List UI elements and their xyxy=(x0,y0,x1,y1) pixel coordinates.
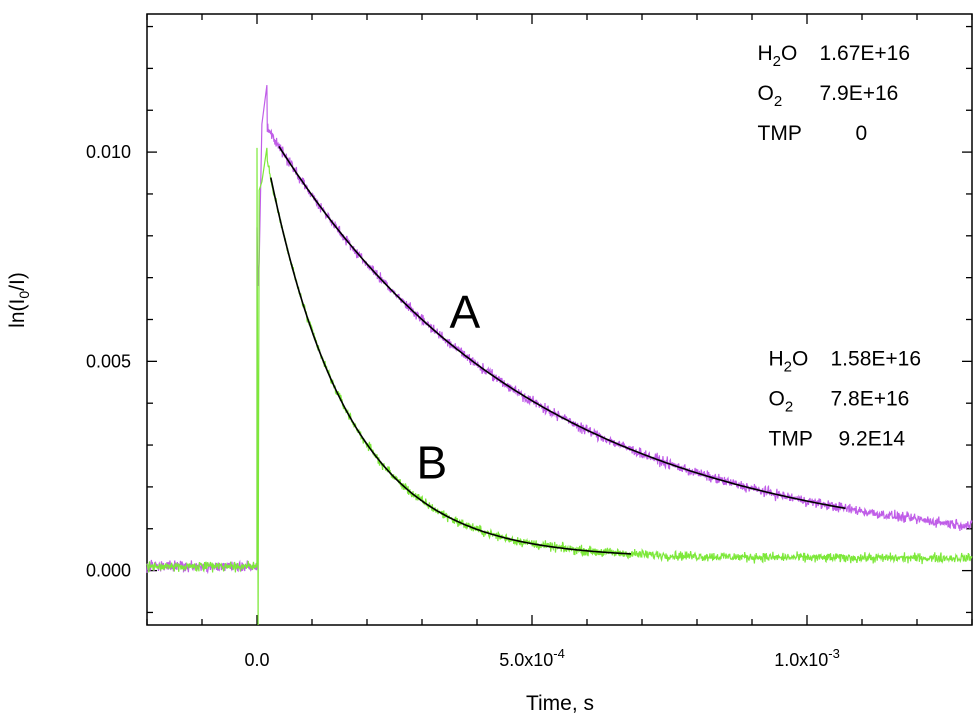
annotation-1-name: H2O xyxy=(758,42,798,70)
annotation-2-value: 1.58E+16 xyxy=(831,348,922,371)
x-tick-label: 1.0x10-3 xyxy=(774,646,840,670)
x-axis-title: Time, s xyxy=(526,692,594,715)
series-label-b: B xyxy=(417,437,448,489)
y-tick-label: 0.000 xyxy=(86,561,131,581)
annotation-2-value: 9.2E14 xyxy=(839,428,906,451)
series-b-trace xyxy=(146,147,973,626)
annotation-2-value: 7.8E+16 xyxy=(831,388,910,411)
y-axis-title: ln(I0/I) xyxy=(6,272,32,328)
series-a-trace xyxy=(146,85,973,575)
annotation-2-name: TMP xyxy=(769,428,813,451)
x-tick-label: 5.0x10-4 xyxy=(499,646,565,670)
y-tick-label: 0.010 xyxy=(86,142,131,162)
plot-frame xyxy=(146,13,973,626)
annotation-2-name: O2 xyxy=(769,388,794,416)
annotation-1-name: O2 xyxy=(758,82,783,110)
annotation-1-value: 0 xyxy=(856,122,868,145)
series-label-a: A xyxy=(450,286,481,338)
fit-curve-a xyxy=(278,145,846,510)
annotation-1-value: 7.9E+16 xyxy=(820,82,899,105)
annotation-1-value: 1.67E+16 xyxy=(820,42,911,65)
annotation-2-name: H2O xyxy=(769,348,809,376)
y-tick-label: 0.005 xyxy=(86,351,131,371)
annotation-1-name: TMP xyxy=(758,122,802,145)
fit-curve-b xyxy=(270,177,632,555)
x-tick-label: 0.0 xyxy=(244,650,269,670)
